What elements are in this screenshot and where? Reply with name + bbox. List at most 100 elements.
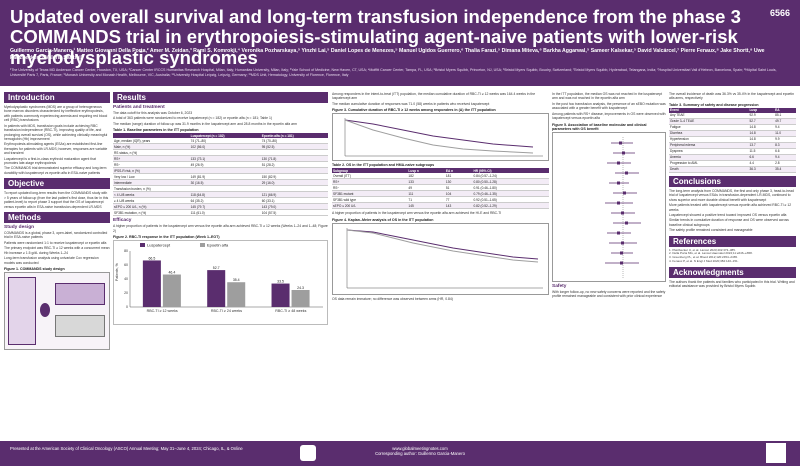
footer-links: www.globalmeetingnotes.com Corresponding… xyxy=(330,446,510,457)
table-cell: 95 (52.5) xyxy=(260,143,328,151)
table-cell: Transfusion burden, n (%) xyxy=(113,185,190,193)
table-cell: Overall (ITT) xyxy=(332,173,408,180)
poster-header: Updated overall survival and long-term t… xyxy=(0,0,800,86)
y-tick-label: 20 xyxy=(124,291,128,295)
figure-3-caption: Figure 3. Cumulative duration of RBC-TI … xyxy=(332,108,496,113)
table-row: IPSS-R risk, n (%) xyxy=(113,167,328,175)
col4-bullet: Among patients with RS+ disease, improve… xyxy=(552,111,666,121)
table-row: Fatigue 14.8 9.4 xyxy=(669,124,796,131)
table-cell: 0.79 (0.46–1.35) xyxy=(472,190,549,198)
table-row: sEPO ≤ 200 U/L 145 143 0.82 (0.52–1.29) xyxy=(332,202,549,210)
table-cell: 14.8 xyxy=(748,136,775,143)
table-cell: Age, median (IQR), years xyxy=(113,138,190,145)
forest-plot-svg xyxy=(605,136,641,279)
bar-data-label: 33.5 xyxy=(277,280,284,284)
luspatercept-arm-box xyxy=(55,282,105,305)
website-link[interactable]: www.globalmeetingnotes.com xyxy=(392,446,448,451)
epoetin-arm-box xyxy=(55,314,105,337)
methods-bullet: Patients were randomized 1:1 to receive … xyxy=(4,240,107,245)
x-tick-label: RBC-TI ≥ 24 weeks xyxy=(211,309,242,313)
table-cell: 111 xyxy=(407,190,445,198)
table-cell: 0.91 (0.46–1.80) xyxy=(472,184,549,192)
os-subgroup-table: Subgroup Lusp n EA n HR (95% CI) Overall… xyxy=(332,168,549,210)
figure-2-caption: Figure 2. RBC-TI response in the ITT pop… xyxy=(113,235,220,240)
table-row: RS status, n (%) xyxy=(113,149,328,157)
table-cell: 52.7 xyxy=(748,118,775,125)
table-cell: 130 xyxy=(444,178,473,186)
reference-list: 1. Platzbecker U, et al. Lancet 2023;402… xyxy=(669,248,796,264)
table-cell: 0.84 (0.57–1.24) xyxy=(472,173,549,180)
table-header: Luspatercept (n = 182) xyxy=(189,133,261,139)
study-design-diagram xyxy=(4,271,110,350)
results-bullet: A total of 363 patients were randomized … xyxy=(113,116,273,121)
col4-text: In the ITT population, the median OS was… xyxy=(552,92,666,121)
km-plot xyxy=(332,222,549,295)
table-os-caption: Table 2. OS in the ITT population and HM… xyxy=(332,163,435,168)
table-cell: Male, n (%) xyxy=(113,143,190,151)
table-cell: SF3B1 mutation, n (%) xyxy=(113,209,190,217)
km-caption: Figure 4. Kaplan–Meier analysis of OS in… xyxy=(332,217,434,222)
table-cell xyxy=(260,149,328,157)
table-cell: 14.8 xyxy=(748,124,775,131)
table-row: Intermediate 30 (16.5) 29 (16.0) xyxy=(113,179,328,187)
survival-bullet: The median cumulative duration of respon… xyxy=(332,101,490,106)
table-row: sEPO ≤ 200 U/L, n (%) 145 (79.7) 143 (79.0… xyxy=(113,203,328,211)
survival-bullet: Among responders in the intent-to-treat … xyxy=(332,92,536,101)
table-cell: Progression to AML xyxy=(669,160,749,167)
section-heading-objective: Objective xyxy=(4,178,110,190)
section-heading-methods: Methods xyxy=(4,212,110,224)
figure-5-caption: Figure 5. Association of baseline molecu… xyxy=(552,122,647,131)
safety-table-caption: Table 3. Summary of safety and disease p… xyxy=(669,102,759,107)
author-list: Guillermo Garcia-Manero,¹ Matteo Giovann… xyxy=(10,48,765,61)
table-row: SF3B1 mutant 111 104 0.79 (0.46–1.35) xyxy=(332,190,549,198)
table-cell: 143 xyxy=(444,202,473,210)
qr-code-icon[interactable] xyxy=(766,443,786,463)
table-cell: 11.0 xyxy=(774,130,796,137)
safety-heading: Safety xyxy=(552,283,567,289)
reference-item: 4. Fenaux P, et al. N Engl J Med 2020;38… xyxy=(669,258,739,263)
table-cell: Hypertension xyxy=(669,136,749,143)
conclusion-bullet: The safety profile remained consistent a… xyxy=(669,228,753,233)
bar-epoetin-alfa xyxy=(291,290,310,308)
table-row: RS− 49 51 0.91 (0.46–1.80) xyxy=(332,184,549,192)
table-cell: Intermediate xyxy=(113,179,190,187)
table-cell: IPSS-R risk, n (%) xyxy=(113,167,190,175)
table-row: Male, n (%) 102 (56.0) 95 (52.5) xyxy=(113,143,328,151)
table-cell: 143 (79.0) xyxy=(260,203,328,211)
table-cell: SF3B1 mutant xyxy=(332,190,408,198)
forest-plot xyxy=(552,131,666,282)
table-cell: 60 (33.1) xyxy=(260,197,328,205)
table-cell xyxy=(260,185,328,193)
table-cell: 8.3 xyxy=(774,142,796,149)
table-cell: 51 xyxy=(444,184,473,192)
table-row: Death 36.3 35.4 xyxy=(669,166,796,173)
table-row: Hypertension 14.8 9.9 xyxy=(669,136,796,143)
table-cell: 118 (64.8) xyxy=(189,191,261,199)
bar-epoetin-alfa xyxy=(162,274,181,308)
table-header: Lusp n xyxy=(407,168,445,174)
section-heading-results: Results xyxy=(113,92,328,103)
contact-info: Corresponding author: Guillermo Garcia-M… xyxy=(375,451,465,457)
table-cell: Anemia xyxy=(669,154,749,161)
table-cell: 85.1 xyxy=(774,112,796,119)
table-cell: 6.6 xyxy=(774,148,796,155)
baseline-table: Luspatercept (n = 182) Epoetin alfa (n =… xyxy=(113,133,328,217)
results-text: The data cutoff for this analysis was Oc… xyxy=(113,111,328,126)
methods-bullet: The primary endpoint was RBC-TI ≥ 12 wee… xyxy=(4,246,110,255)
figure-1-caption: Figure 1. COMMANDS study design xyxy=(4,266,65,271)
introduction-text: Myelodysplastic syndromes (MDS) are a gr… xyxy=(4,105,110,175)
table-cell: 92.9 xyxy=(748,112,775,119)
safety-table: Event Lusp EA Any TEAE 92.9 85.1 Grade 3–4 … xyxy=(669,107,796,173)
table-row: Very low / Low 149 (81.9) 150 (82.9) xyxy=(113,173,328,181)
table-cell: 121 (66.9) xyxy=(260,191,328,199)
table-cell: ≥ 4 U/8 weeks xyxy=(113,197,190,205)
column-5: The overall incidence of death was 36.3%… xyxy=(669,92,796,439)
methods-bullet: Long-term transfusion analysis using uni… xyxy=(4,256,99,265)
bar-luspatercept xyxy=(142,260,161,308)
table-cell xyxy=(189,185,261,193)
acknowledgments-text: The authors thank the patients and famil… xyxy=(669,279,795,289)
table-row: SF3B1 wild type 71 77 0.92 (0.51–1.65) xyxy=(332,196,549,204)
intro-bullet: In patients with MDS, transfusion goals … xyxy=(4,123,108,141)
table-cell: 4.4 xyxy=(748,160,775,167)
table-row: Anemia 6.6 9.4 xyxy=(669,154,796,161)
